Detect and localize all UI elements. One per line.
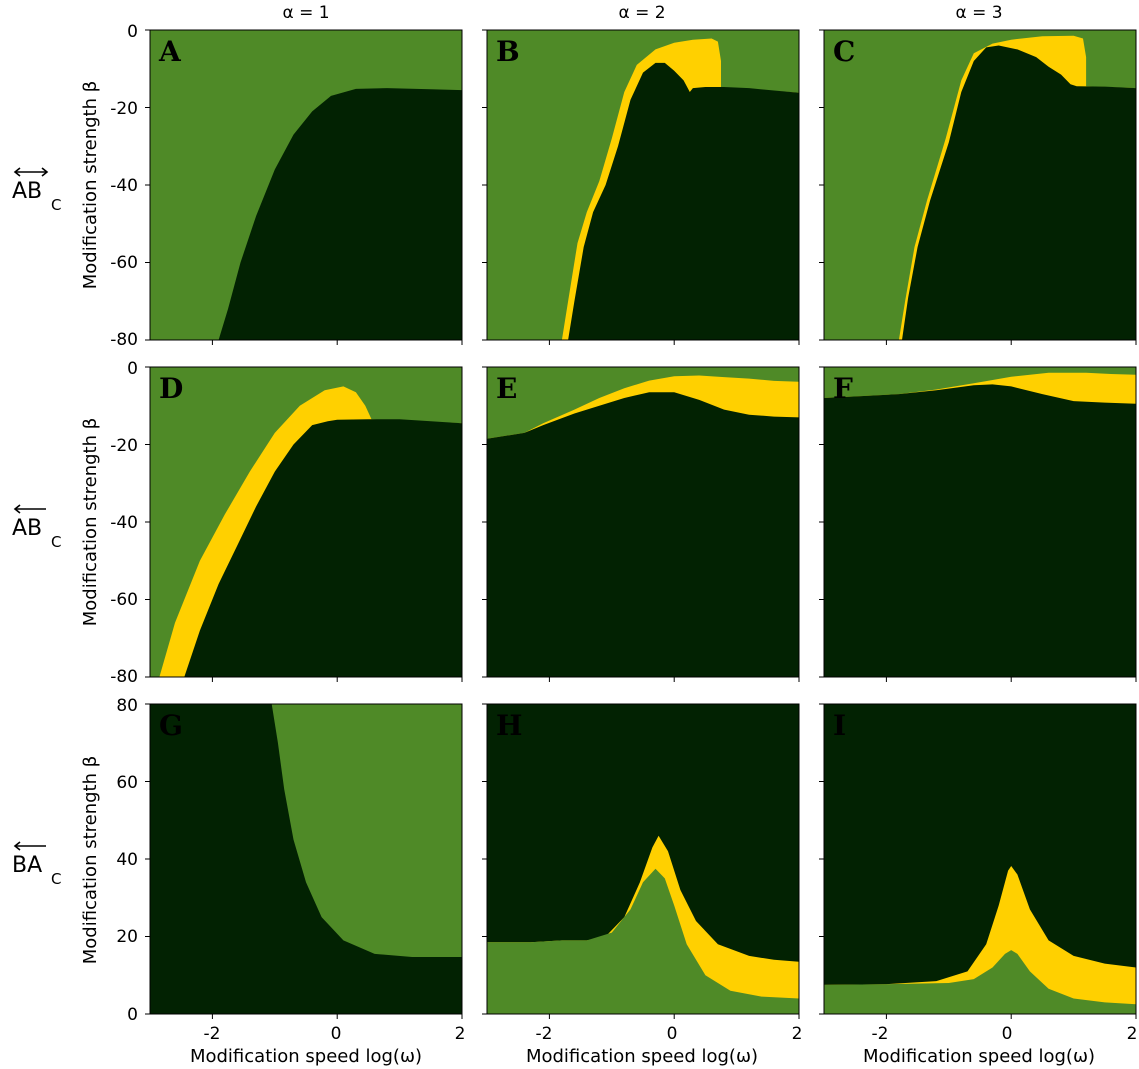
region-dark [487,62,799,340]
ytick-label: -20 [110,99,138,119]
xlabel-col-3: Modification speed log(ω) [863,1046,1095,1067]
panel-plot-area [824,367,1136,677]
ytick-label: -80 [110,667,138,687]
region-dark [150,88,462,340]
panel-letter: A [158,35,182,68]
panel-I: I [819,703,1137,1019]
xticks-col-1: -2 0 2 [204,1024,466,1044]
panel-plot-area [824,30,1136,340]
panel-letter: I [833,709,846,742]
ylabel-row-2: Modification strength β [80,418,101,626]
yticks-row-2: 0 -20 -40 -60 -80 [110,359,138,687]
ytick-label: -60 [110,253,138,273]
panel-plot-area [487,30,799,340]
panel-letter: H [496,709,522,742]
panel-B: B [482,29,800,345]
panel-letter: C [833,35,855,68]
row-label-2-sub: C [51,533,61,551]
yticks-row-1: 0 -20 -40 -60 -80 [110,22,138,350]
ytick-label: 0 [127,359,138,379]
row-label-1-main: AB [12,179,42,204]
region-light [824,950,1136,1014]
xtick-label: -2 [536,1024,553,1044]
xlabel-col-2: Modification speed log(ω) [526,1046,758,1067]
region-dark [150,419,462,677]
column-title-1: α = 1 [282,3,329,23]
xtick-label: 0 [1002,1024,1013,1044]
panel-A: A [145,29,463,345]
xtick-label: 2 [1127,1024,1138,1044]
ytick-label: -80 [110,330,138,350]
row-label-1: AB C [12,167,61,214]
xtick-label: -2 [204,1024,221,1044]
column-title-2: α = 2 [618,3,665,23]
ylabel-row-3: Modification strength β [80,756,101,964]
panel-F: F [819,366,1137,682]
xticks-col-2: -2 0 2 [536,1024,803,1044]
region-dark [487,392,799,677]
panel-letter: G [159,709,183,742]
xtick-label: 0 [331,1024,342,1044]
xticks-col-3: -2 0 2 [872,1024,1138,1044]
panel-letter: B [496,35,520,68]
xtick-label: 2 [455,1024,466,1044]
xtick-label: -2 [872,1024,889,1044]
ytick-label: 80 [116,696,138,716]
column-title-3: α = 3 [955,3,1002,23]
region-light [487,868,799,1014]
panel-letter: E [496,372,517,405]
ytick-label: 20 [116,927,138,947]
row-label-3-main: BA [12,853,42,878]
region-dark [150,704,462,1014]
row-label-3: BA C [12,841,61,888]
row-label-3-sub: C [51,870,61,888]
row-label-1-sub: C [51,196,61,214]
ytick-label: -40 [110,176,138,196]
ytick-label: 0 [127,22,138,42]
panel-G: G [145,703,463,1019]
row-label-2-main: AB [12,516,42,541]
xtick-label: 2 [792,1024,803,1044]
panel-letter: F [833,372,853,405]
region-yellow [824,866,1136,1014]
ytick-label: -60 [110,590,138,610]
panel-D: D [145,366,463,682]
xlabel-col-1: Modification speed log(ω) [190,1046,422,1067]
ytick-label: 60 [116,773,138,793]
panel-H: H [482,703,800,1019]
ytick-label: 40 [116,850,138,870]
row-label-2: AB C [12,504,61,551]
panel-C: C [819,29,1137,345]
panel-plot-area [150,367,462,677]
ytick-label: -40 [110,513,138,533]
ylabel-row-1: Modification strength β [80,81,101,289]
ytick-label: 0 [127,1005,138,1025]
region-dark [824,45,1136,340]
panel-plot-area [487,704,799,1014]
panel-plot-area [824,704,1136,1014]
panel-plot-area [150,30,462,340]
panel-letter: D [159,372,183,405]
yticks-row-3: 80 60 40 20 0 [116,696,138,1025]
panel-plot-area [150,704,462,1014]
panel-E: E [482,366,800,682]
panels-group: A B C D E F G H I [145,29,1137,1019]
panel-plot-area [487,367,799,677]
xtick-label: 0 [667,1024,678,1044]
region-dark [824,384,1136,677]
ytick-label: -20 [110,436,138,456]
